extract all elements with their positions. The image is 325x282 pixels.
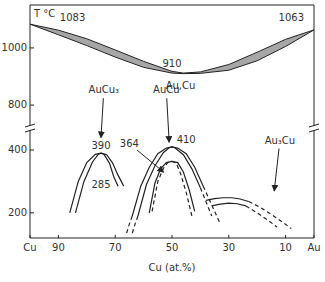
phase-boundary (206, 198, 249, 202)
axis-break (25, 129, 35, 132)
x-tick-label: 90 (52, 242, 65, 253)
x-tick (58, 235, 59, 238)
x-tick (115, 235, 116, 238)
y-axis-line (30, 5, 31, 128)
axis-break (25, 124, 35, 127)
annotation: 1063 (279, 12, 304, 23)
phase-boundary (70, 153, 124, 213)
solidus-line (30, 24, 314, 73)
y-tick (30, 212, 34, 213)
x-tick (30, 235, 31, 238)
x-tick-label: Au (307, 242, 320, 253)
annotation: 1083 (60, 12, 85, 23)
x-tick (314, 235, 315, 238)
y-axis-label: T °C (33, 8, 55, 19)
y-tick-label: 1000 (2, 42, 27, 53)
annotation: 910 (162, 58, 181, 69)
phase-boundary (132, 147, 203, 216)
phase-boundary (200, 188, 211, 216)
phase-boundary (149, 161, 194, 213)
phase-boundary (138, 147, 200, 216)
annotation: AuCu (153, 84, 180, 95)
chart: 8001000T °C10831063910Au,Cu200400Cu90705… (0, 0, 325, 282)
annotation: 364 (120, 138, 139, 149)
y-tick-label: 400 (8, 144, 27, 155)
y-axis-line-right (314, 5, 315, 128)
annotation: AuCu₃ (89, 84, 120, 95)
band-fill (30, 24, 314, 73)
phase-boundary (127, 216, 133, 233)
annotation: 285 (91, 179, 110, 190)
x-tick-label: 50 (166, 242, 179, 253)
frame-top (30, 5, 314, 6)
phase-boundary (132, 216, 138, 233)
x-tick (172, 235, 173, 238)
annotation-arrow (167, 98, 169, 142)
y-axis-line (30, 128, 31, 238)
y-tick (30, 105, 34, 106)
phase-boundary (75, 153, 118, 213)
annotation-arrow (101, 98, 103, 137)
x-tick-label: 70 (109, 242, 122, 253)
annotation: 390 (91, 140, 110, 151)
annotation: 410 (177, 134, 196, 145)
annotation-arrow (274, 149, 279, 191)
x-tick-label: Cu (23, 242, 36, 253)
axis-break (309, 129, 319, 132)
annotation-arrow (137, 150, 163, 172)
x-axis-label: Cu (at.%) (148, 262, 195, 273)
y-tick-label: 800 (8, 99, 27, 110)
phase-boundary (152, 161, 192, 216)
axis-break (309, 124, 319, 127)
x-tick-label: 30 (222, 242, 235, 253)
y-tick-label: 200 (8, 207, 27, 218)
series-group (30, 24, 314, 73)
y-tick (30, 150, 34, 151)
x-tick (285, 235, 286, 238)
x-tick-label: 10 (279, 242, 292, 253)
series-group (70, 147, 292, 233)
y-axis-line-right (314, 128, 315, 238)
panel-0: 8001000T °C10831063910Au,Cu (2, 5, 314, 128)
liquidus-line (30, 24, 314, 73)
panel-1: 200 400 Cu 90 70 50 30 10 Au Cu (at.%) AuCu₃ AuCu Au… (8, 84, 321, 273)
phase-boundary (246, 206, 277, 227)
phase-boundary (249, 202, 292, 229)
y-tick (30, 47, 34, 48)
annotation: Au₃Cu (265, 135, 296, 146)
phase-boundary (212, 203, 246, 206)
x-tick (228, 235, 229, 238)
